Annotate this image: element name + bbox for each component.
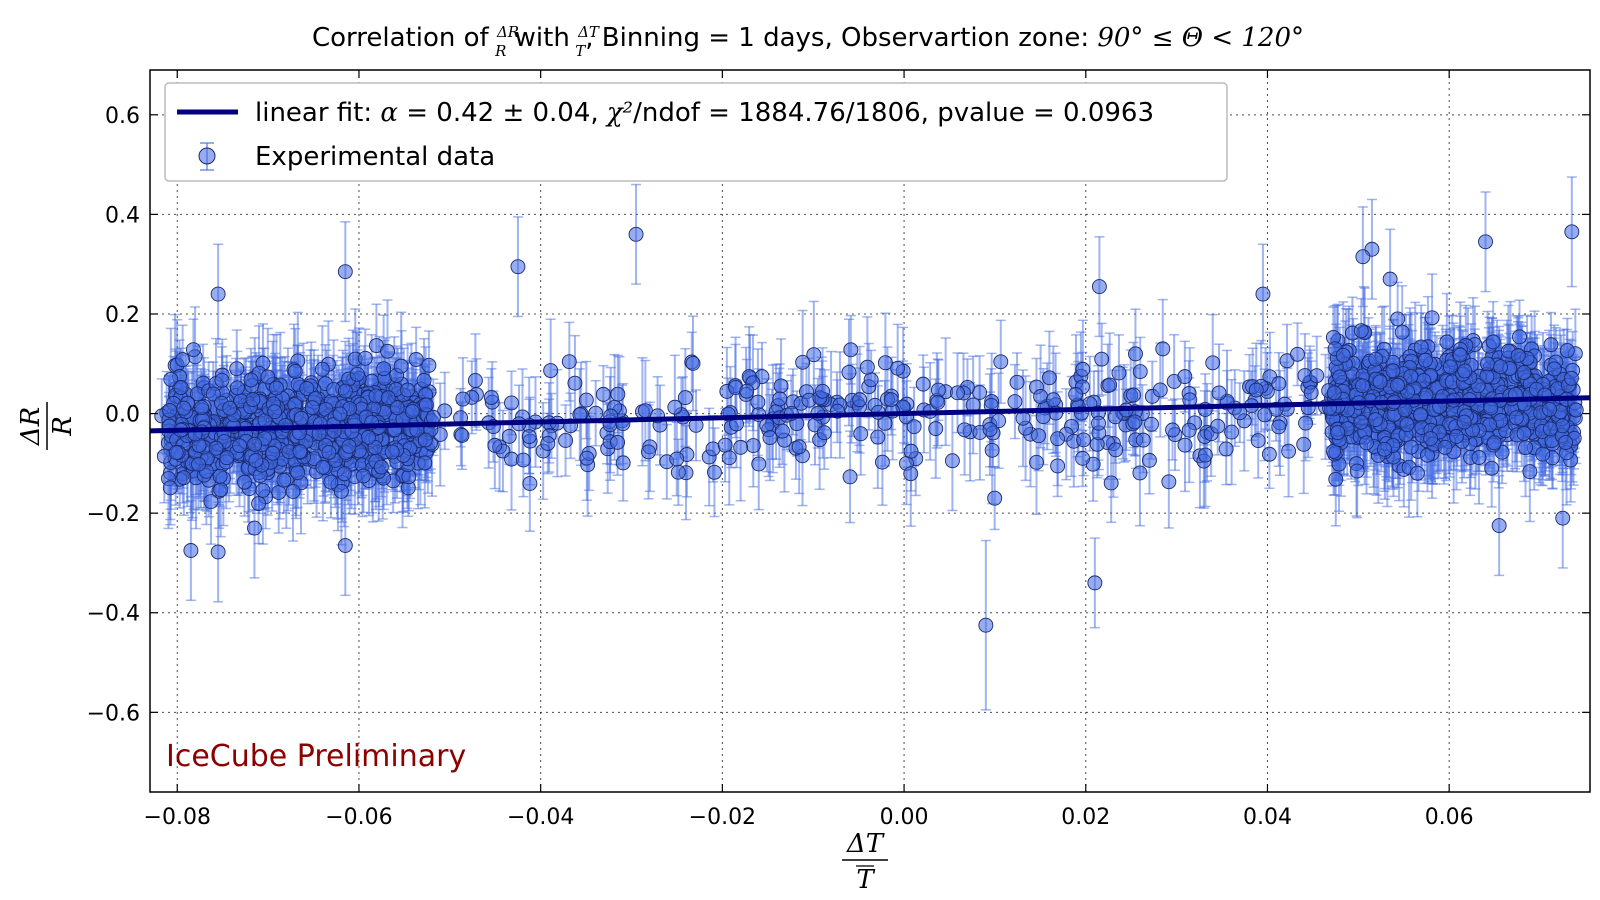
chart-title: Correlation of ΔR R with ΔT T, Binning = 1…: [312, 23, 1304, 60]
plot-contents: [149, 176, 1591, 711]
